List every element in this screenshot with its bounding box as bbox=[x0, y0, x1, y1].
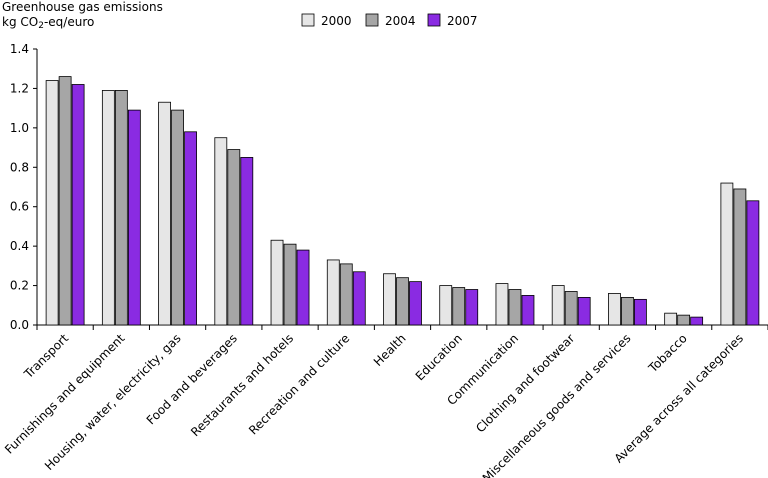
y-tick-label: 1.0 bbox=[10, 121, 29, 135]
bar-2000 bbox=[45, 80, 59, 326]
y-tick-label: 0.4 bbox=[10, 239, 29, 253]
x-tick-label: Transport bbox=[21, 331, 72, 382]
bar-2007 bbox=[465, 289, 479, 326]
x-tick-label: Health bbox=[371, 331, 409, 369]
bar-2004 bbox=[508, 289, 522, 326]
bar-2007 bbox=[577, 296, 591, 326]
bar-2000 bbox=[664, 312, 678, 326]
bar-2007 bbox=[296, 249, 310, 326]
legend-label-2000: 2000 bbox=[321, 14, 352, 28]
bar-2004 bbox=[114, 90, 128, 326]
bar-2000 bbox=[720, 182, 734, 326]
bar-2007 bbox=[240, 157, 254, 326]
bar-2007 bbox=[746, 200, 760, 326]
bar-2004 bbox=[227, 149, 241, 326]
y-tick-label: 0.2 bbox=[10, 279, 29, 293]
bar-2000 bbox=[551, 285, 565, 326]
bar-2004 bbox=[339, 263, 353, 326]
x-tick-label: Furnishings and equipment bbox=[2, 331, 128, 457]
bar-2004 bbox=[733, 188, 747, 326]
x-tick-label: Restaurants and hotels bbox=[188, 331, 296, 439]
bar-2004 bbox=[677, 314, 691, 326]
y-axis-label-line1: Greenhouse gas emissions bbox=[2, 0, 163, 14]
y-axis-label-line2: kg CO2-eq/euro bbox=[2, 15, 94, 33]
legend-swatch-2000 bbox=[301, 13, 315, 27]
bar-2004 bbox=[396, 277, 409, 326]
x-tick-label: Tobacco bbox=[645, 331, 690, 376]
bar-2000 bbox=[101, 90, 115, 326]
y-tick-label: 0.0 bbox=[10, 318, 29, 332]
y-axis-unit-subscript: 2 bbox=[38, 21, 44, 31]
x-tick-label: Education bbox=[413, 331, 465, 383]
bar-2007 bbox=[71, 84, 85, 326]
bar-2007 bbox=[634, 298, 647, 326]
y-tick-label: 1.4 bbox=[10, 42, 29, 56]
bar-2004 bbox=[283, 243, 297, 326]
bar-2004 bbox=[171, 109, 184, 326]
legend-label-2004: 2004 bbox=[385, 14, 416, 28]
legend-swatch-2004 bbox=[365, 13, 379, 27]
bar-2007 bbox=[521, 295, 535, 326]
x-tick-label: Clothing and footwear bbox=[473, 331, 577, 435]
bar-2007 bbox=[352, 271, 366, 326]
bar-2000 bbox=[158, 101, 171, 326]
bar-2000 bbox=[383, 273, 396, 326]
y-tick-label: 1.2 bbox=[10, 81, 29, 95]
bar-2000 bbox=[326, 259, 340, 326]
bar-2000 bbox=[214, 137, 228, 326]
y-tick-label: 0.6 bbox=[10, 200, 29, 214]
bar-2007 bbox=[690, 316, 704, 326]
bar-2004 bbox=[452, 287, 466, 326]
x-tick-label: Recreation and culture bbox=[246, 331, 352, 437]
y-axis-unit-prefix: kg CO bbox=[2, 15, 39, 29]
bar-2000 bbox=[608, 293, 621, 326]
bar-2000 bbox=[270, 239, 284, 326]
y-axis-unit-suffix: -eq/euro bbox=[43, 15, 95, 29]
bar-2000 bbox=[495, 283, 509, 326]
legend-label-2007: 2007 bbox=[447, 14, 478, 28]
legend-swatch-2007 bbox=[427, 13, 441, 27]
bar-2007 bbox=[409, 281, 422, 326]
bar-2000 bbox=[439, 285, 453, 326]
y-tick-label: 0.8 bbox=[10, 160, 29, 174]
bar-2004 bbox=[621, 296, 634, 326]
bar-2007 bbox=[184, 131, 197, 326]
bar-2004 bbox=[58, 76, 72, 326]
bar-2007 bbox=[127, 109, 141, 326]
bar-2004 bbox=[564, 291, 578, 326]
